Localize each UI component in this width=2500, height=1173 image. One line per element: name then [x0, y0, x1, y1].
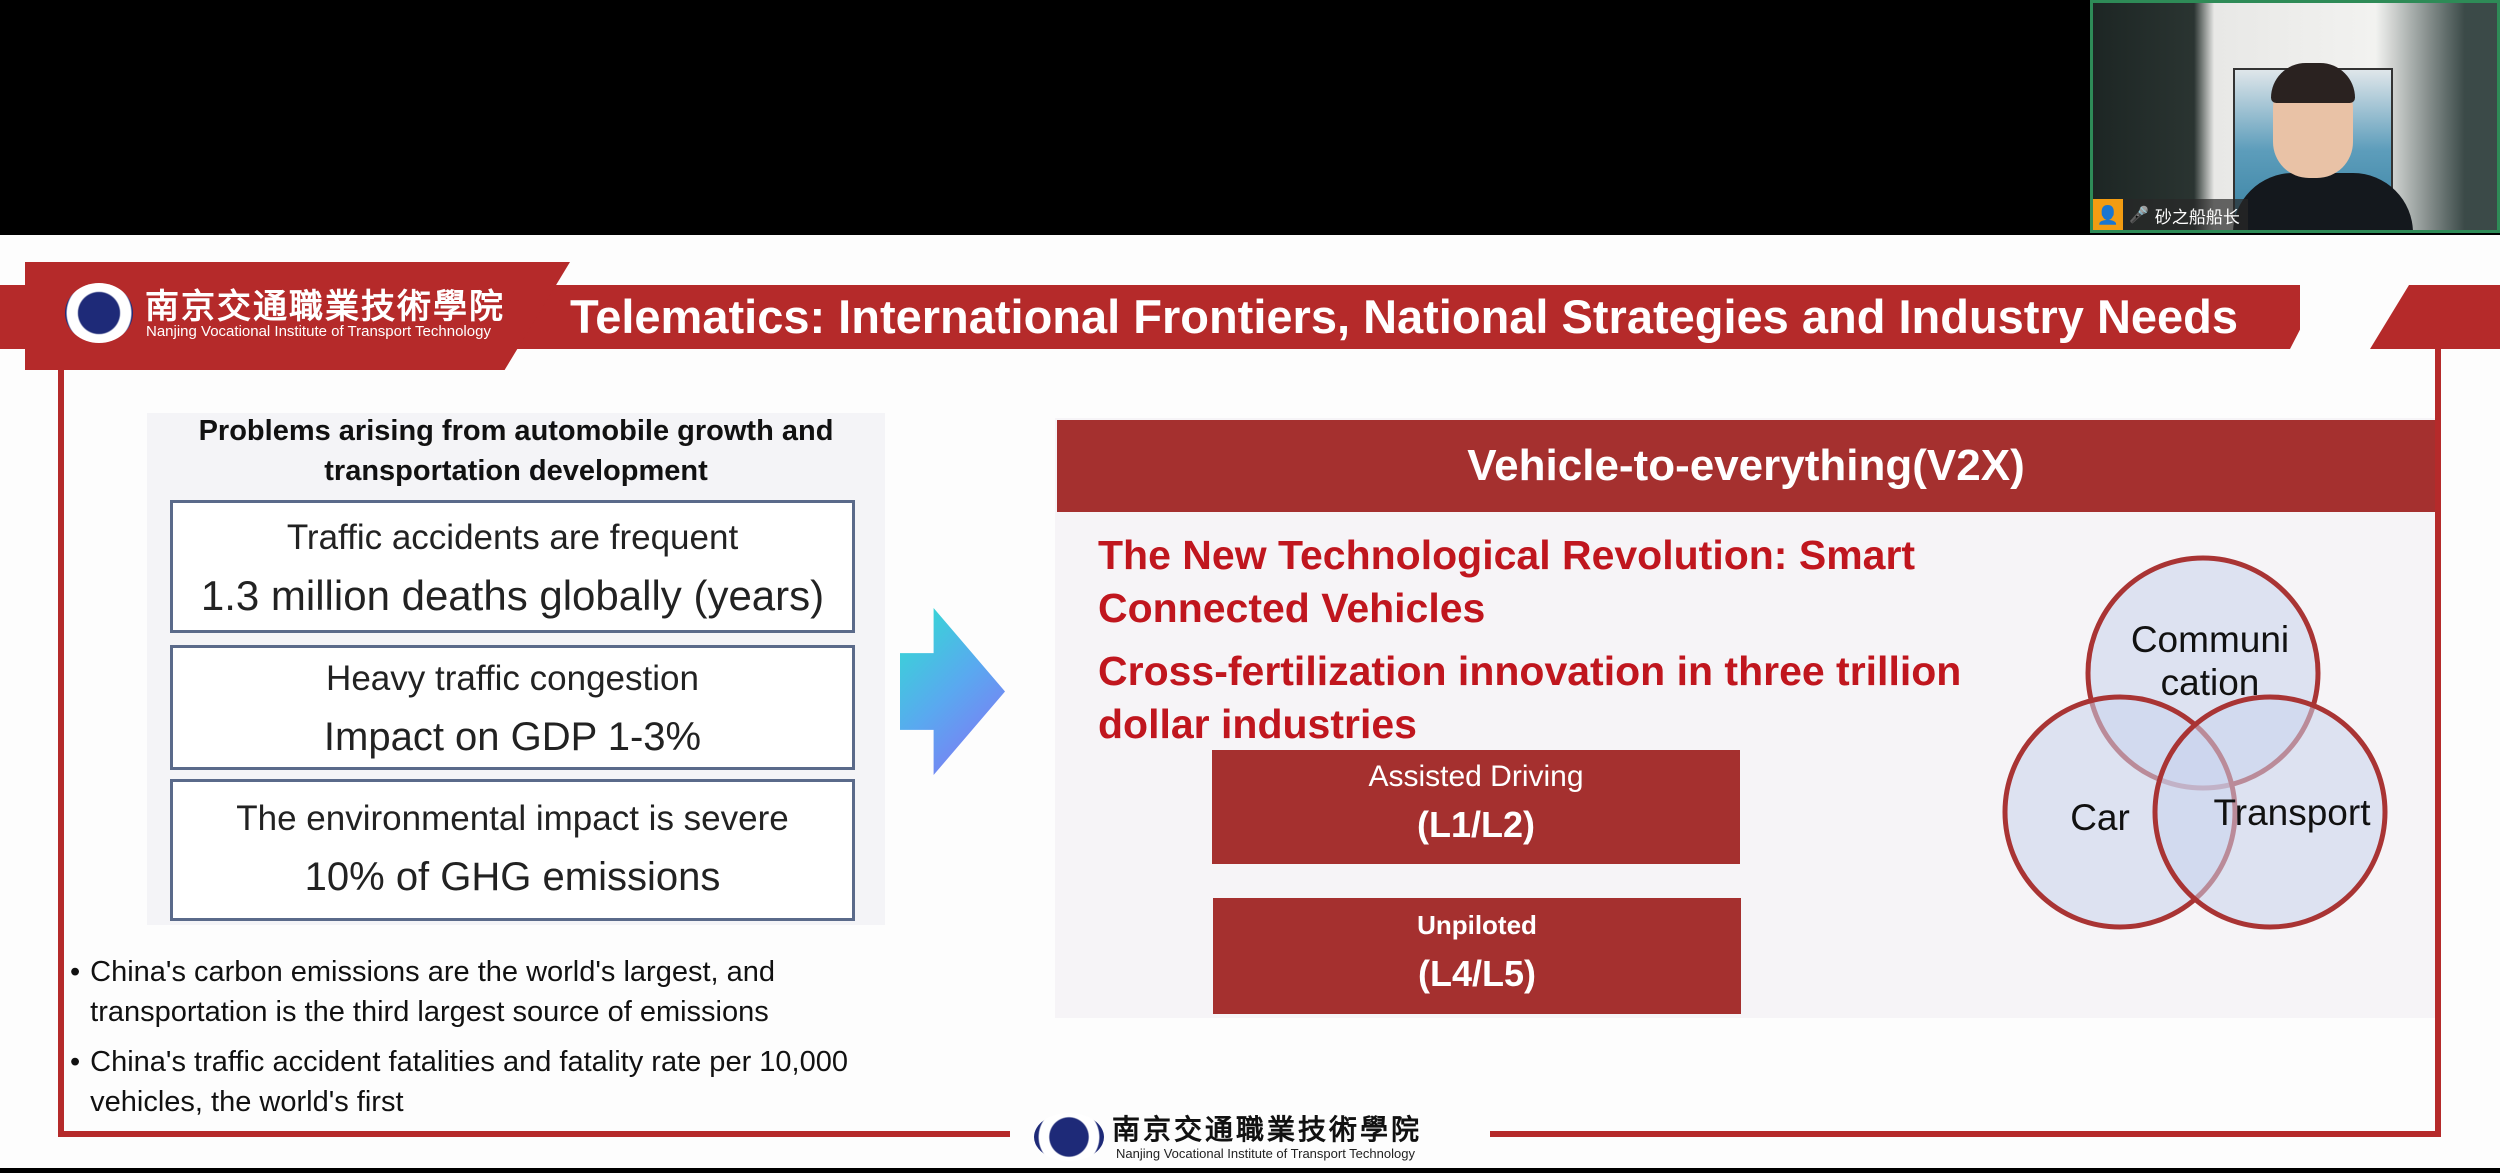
- microphone-icon: 🎤: [2129, 207, 2149, 224]
- v2x-line: The New Technological Revolution: Smart: [1098, 532, 1916, 578]
- bullet-list: • China's carbon emissions are the world'…: [70, 952, 848, 1122]
- problems-heading-line2: transportation development: [324, 455, 708, 487]
- slide-title: Telematics: International Frontiers, Nat…: [570, 290, 2239, 343]
- venn-label-communication-1: Communi: [2131, 619, 2289, 660]
- bullet-line: China's traffic accident fatalities and …: [90, 1046, 848, 1078]
- institute-seal-icon: [1034, 1113, 1104, 1161]
- bullet-line: transportation is the third largest sour…: [90, 996, 769, 1028]
- problem-stat: Impact on GDP 1-3%: [323, 715, 702, 759]
- institute-name-en: Nanjing Vocational Institute of Transpor…: [146, 323, 491, 340]
- venn-circle-transport: [2152, 694, 2388, 930]
- footer-institute-en: Nanjing Vocational Institute of Transpor…: [1116, 1146, 1415, 1161]
- venn-label-communication-2: cation: [2161, 662, 2260, 703]
- participant-video[interactable]: 👤 🎤 砂之船船长: [2090, 0, 2500, 233]
- v2x-line: dollar industries: [1098, 701, 1417, 747]
- participant-nametag: 👤 🎤 砂之船船长: [2093, 199, 2248, 230]
- problem-title: Heavy traffic congestion: [326, 659, 699, 698]
- v2x-line: Connected Vehicles: [1098, 585, 1486, 631]
- problems-heading-line1: Problems arising from automobile growth …: [198, 415, 834, 447]
- bullet-item: • China's carbon emissions are the world'…: [70, 952, 848, 1032]
- level-box-assisted: Assisted Driving (L1/L2): [1212, 750, 1740, 864]
- venn-label-transport: Transport: [2214, 792, 2372, 833]
- venn-label-car: Car: [2070, 797, 2130, 838]
- v2x-text: The New Technological Revolution: Smart …: [1098, 529, 1961, 751]
- level-code: (L1/L2): [1416, 804, 1535, 845]
- user-icon: 👤: [2093, 199, 2123, 230]
- speaker-hair: [2271, 63, 2355, 103]
- speaker-body: [2233, 173, 2413, 230]
- level-box-unpiloted: Unpiloted (L4/L5): [1213, 898, 1741, 1014]
- v2x-header: Vehicle-to-everything(V2X): [1057, 420, 2435, 512]
- footer-institute-cn: 南京交通職業技術學院: [1112, 1113, 1423, 1146]
- level-code: (L4/L5): [1417, 953, 1536, 994]
- institute-name-cn: 南京交通職業技術學院: [145, 287, 505, 327]
- title-band-accent: [2370, 285, 2500, 349]
- level-name: Assisted Driving: [1368, 760, 1584, 793]
- v2x-line: Cross-fertilization innovation in three …: [1098, 648, 1962, 694]
- participant-name: 砂之船船长: [2154, 207, 2240, 227]
- institute-seal-icon: [65, 283, 133, 343]
- problem-stat: 1.3 million deaths globally (years): [200, 572, 825, 619]
- problem-box: The environmental impact is severe 10% o…: [170, 779, 855, 921]
- venn-diagram: Communi cation Car Transport: [2002, 555, 2388, 930]
- problem-stat: 10% of GHG emissions: [304, 855, 721, 899]
- presentation-slide: 南京交通職業技術學院 Nanjing Vocational Institute …: [0, 235, 2500, 1168]
- problem-title: Traffic accidents are frequent: [286, 518, 739, 557]
- problem-box: Heavy traffic congestion Impact on GDP 1…: [170, 645, 855, 770]
- bullet-line: China's carbon emissions are the world's…: [90, 956, 776, 988]
- bullet-line: vehicles, the world's first: [90, 1086, 404, 1118]
- level-name: Unpiloted: [1417, 910, 1537, 940]
- bullet-item: • China's traffic accident fatalities and…: [70, 1042, 848, 1122]
- problem-box: Traffic accidents are frequent 1.3 milli…: [170, 500, 855, 633]
- problems-heading: Problems arising from automobile growth …: [147, 411, 885, 491]
- problem-title: The environmental impact is severe: [236, 799, 789, 838]
